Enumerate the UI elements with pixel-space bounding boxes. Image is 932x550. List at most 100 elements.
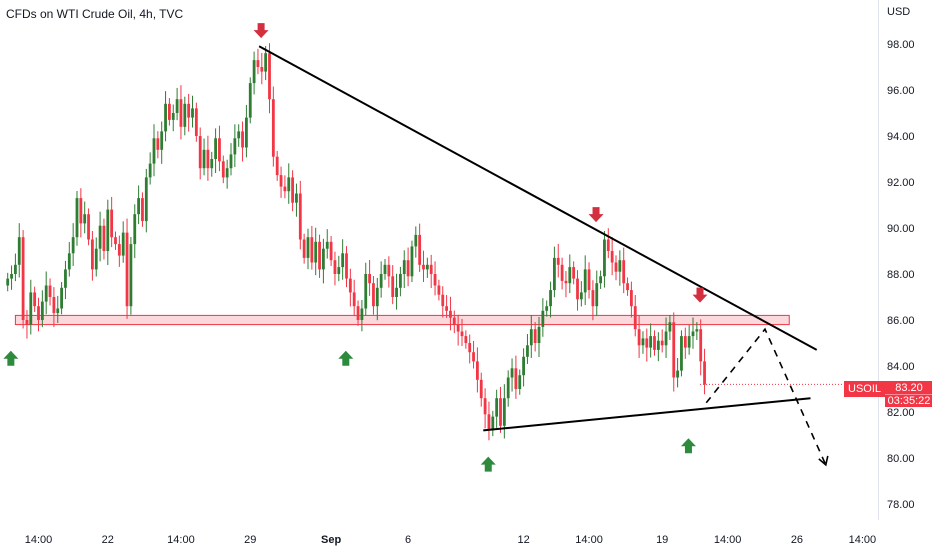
candle-body [102, 225, 106, 251]
y-tick-label: 98.00 [887, 39, 915, 51]
candle-body [210, 159, 214, 169]
candle-body [537, 326, 541, 343]
candle-body [329, 241, 333, 261]
candle-body [491, 416, 495, 431]
candle-body [406, 260, 410, 277]
candle-body [279, 175, 283, 187]
projection-arrowhead [818, 455, 829, 467]
candle-body [75, 198, 79, 238]
candle-body [487, 414, 491, 431]
candle-body [410, 246, 414, 277]
candle-body [599, 276, 602, 284]
y-tick-label: 96.00 [887, 85, 915, 97]
candle-body [94, 248, 98, 270]
down-arrow-marker [692, 287, 708, 303]
y-tick-label: 94.00 [887, 131, 915, 143]
candle-body [372, 283, 375, 307]
candle-body [576, 278, 579, 300]
candle-body [268, 53, 271, 100]
candle-body [264, 53, 268, 72]
x-tick-label: Sep [321, 534, 341, 546]
projection-path [705, 327, 827, 466]
candle-body [25, 320, 29, 325]
y-tick-label: 80.00 [887, 453, 915, 465]
candle-body [21, 237, 25, 320]
last-price: 83.20 [895, 382, 923, 394]
candle-body [91, 239, 94, 270]
y-tick-label: 92.00 [887, 177, 915, 189]
candle-body [79, 198, 83, 224]
candle-body [483, 398, 487, 415]
candle-body [98, 225, 102, 249]
x-tick-label: 26 [791, 534, 803, 546]
candle-body [556, 257, 560, 265]
candle-body [683, 336, 687, 348]
candle-body [645, 338, 649, 348]
candle-body [660, 340, 664, 346]
x-tick-label: 29 [244, 534, 256, 546]
candle-body [352, 292, 356, 307]
candle-body [298, 193, 302, 240]
candles [6, 43, 706, 441]
candle-body [179, 99, 183, 127]
candle-body [445, 306, 448, 311]
candle-body [664, 331, 668, 346]
candle-body [202, 149, 206, 169]
price-box: 83.20 03:35:22 [885, 381, 932, 407]
candle-body [137, 198, 140, 215]
x-tick-label: 14:00 [25, 534, 53, 546]
candle-body [248, 83, 252, 118]
down-arrow-marker [588, 207, 604, 223]
candle-body [260, 67, 264, 72]
chart-title: CFDs on WTI Crude Oil, 4h, TVC [6, 7, 184, 21]
candle-body [476, 361, 479, 380]
candle-body [183, 103, 187, 127]
support-zone-layer [14, 314, 790, 326]
candle-body [33, 292, 37, 307]
candle-body [156, 138, 160, 150]
candle-body [553, 257, 556, 291]
candle-body [144, 177, 148, 222]
candle-body [345, 253, 348, 279]
candle-body [549, 290, 552, 307]
candle-body [541, 310, 545, 327]
candle-body [579, 292, 583, 300]
candle-body [67, 253, 71, 270]
candle-body [468, 343, 472, 353]
candle-body [591, 290, 595, 307]
trendlines [258, 45, 829, 467]
candle-body [37, 306, 40, 320]
candle-body [141, 198, 144, 222]
candle-body [522, 356, 525, 376]
candle-body [630, 290, 633, 307]
x-tick-label: 14:00 [167, 534, 195, 546]
candle-body [245, 117, 248, 148]
candle-body [287, 177, 291, 192]
candle-body [129, 244, 133, 307]
candle-body [610, 251, 614, 263]
currency-label: USD [887, 6, 910, 18]
candle-body [703, 361, 706, 385]
candle-body [218, 138, 221, 162]
candle-body [171, 113, 175, 120]
candle-body [252, 60, 256, 84]
candle-body [375, 287, 379, 307]
x-tick-label: 12 [517, 534, 529, 546]
candle-body [71, 237, 75, 254]
candle-body [275, 156, 279, 176]
candle-body [572, 267, 576, 279]
price-badge: USOIL 83.20 03:35:22 [844, 381, 932, 407]
candle-body [117, 244, 121, 256]
candle-body [449, 310, 452, 318]
candle-body [518, 375, 522, 389]
candle-body [368, 274, 371, 284]
descending-trendline [258, 45, 818, 351]
candle-body [283, 186, 287, 192]
candle-body [241, 131, 244, 148]
candle-body [391, 276, 395, 297]
candle-body [306, 237, 310, 258]
candle-body [64, 269, 67, 288]
x-axis: 14:00 22 14:00 29 Sep 6 12 14:00 19 14:00 26 14:00 [25, 534, 876, 546]
x-tick-label: 19 [656, 534, 668, 546]
